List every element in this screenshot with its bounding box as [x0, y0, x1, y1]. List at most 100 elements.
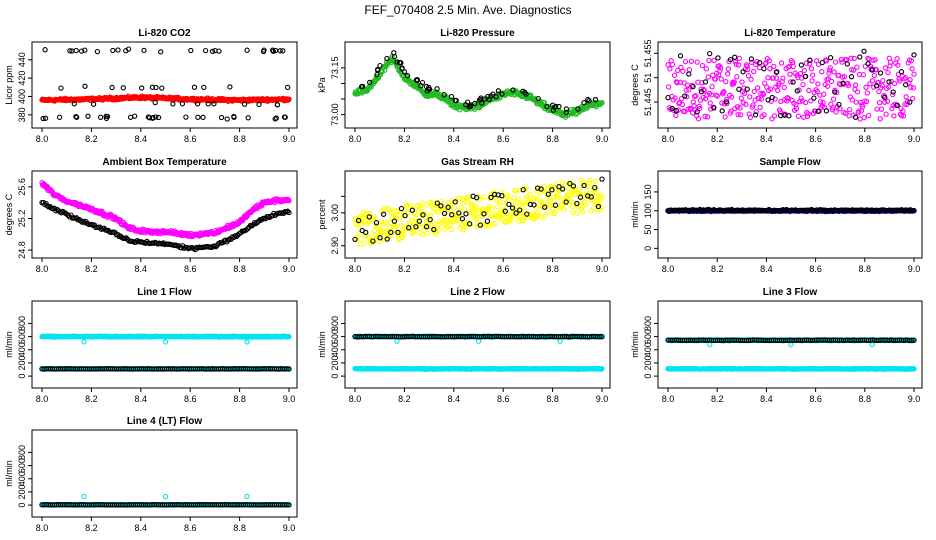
- data-point: [463, 211, 469, 217]
- y-tick-label: 0: [643, 246, 653, 251]
- data-point: [531, 202, 537, 208]
- data-point: [734, 104, 741, 110]
- data-point: [827, 65, 833, 71]
- data-point: [800, 81, 806, 88]
- data-point: [244, 339, 250, 345]
- data-point: [460, 200, 466, 206]
- data-point: [473, 204, 479, 210]
- data-point: [747, 94, 753, 100]
- data-point: [448, 93, 455, 100]
- data-point: [358, 221, 365, 227]
- data-point: [380, 211, 387, 217]
- data-point: [277, 48, 283, 54]
- data-point: [401, 231, 407, 237]
- data-point: [820, 99, 826, 106]
- data-point: [740, 69, 746, 75]
- data-point: [580, 209, 586, 215]
- data-point: [733, 61, 739, 68]
- plot-frame: [31, 41, 298, 129]
- data-point: [795, 113, 802, 119]
- data-point: [475, 338, 482, 344]
- data-point: [841, 73, 848, 80]
- data-point: [595, 207, 601, 213]
- x-tick-label: 8.8: [233, 134, 246, 144]
- data-point: [282, 114, 288, 120]
- data-point: [441, 92, 447, 98]
- data-point: [684, 82, 691, 88]
- data-point: [549, 205, 556, 211]
- data-point: [748, 56, 755, 62]
- data-point: [85, 113, 91, 119]
- data-point: [417, 225, 424, 231]
- y-tick-label: 2.90: [330, 237, 340, 255]
- data-point: [272, 116, 278, 122]
- data-point: [423, 83, 430, 90]
- data-point: [744, 63, 750, 69]
- data-point: [911, 207, 917, 214]
- data-point: [286, 96, 292, 102]
- data-point: [256, 101, 262, 108]
- data-point: [844, 61, 850, 67]
- x-tick-label: 8.6: [497, 134, 510, 144]
- data-point: [857, 54, 863, 60]
- data-point: [788, 79, 794, 85]
- series-green: [352, 53, 605, 120]
- data-point: [734, 74, 740, 80]
- data-point: [69, 48, 75, 54]
- data-point: [849, 97, 855, 103]
- data-point: [375, 66, 381, 73]
- y-tick-label: 800: [17, 316, 27, 331]
- data-point: [897, 78, 903, 84]
- data-point: [447, 222, 453, 228]
- data-point: [761, 112, 767, 118]
- data-point: [698, 86, 704, 92]
- data-point: [911, 52, 917, 58]
- data-point: [441, 210, 448, 217]
- data-point: [831, 69, 837, 75]
- data-point: [576, 186, 583, 192]
- data-point: [891, 113, 897, 119]
- data-point: [786, 113, 792, 119]
- y-tick-label: 100: [643, 203, 653, 218]
- y-tick-label: 24.8: [17, 241, 27, 259]
- data-point: [769, 94, 775, 101]
- data-point: [76, 216, 82, 223]
- data-point: [873, 83, 880, 89]
- data-point: [391, 53, 398, 60]
- data-point: [213, 244, 219, 250]
- data-point: [757, 60, 763, 66]
- data-point: [860, 72, 867, 78]
- data-point: [595, 203, 602, 210]
- data-point: [270, 48, 276, 54]
- data-point: [474, 195, 480, 201]
- data-point: [717, 65, 724, 71]
- data-point: [517, 207, 523, 213]
- data-point: [893, 207, 899, 213]
- data-point: [434, 86, 440, 92]
- data-point: [665, 94, 671, 101]
- x-tick-label: 8.8: [859, 264, 872, 274]
- data-point: [374, 71, 380, 78]
- data-point: [527, 201, 534, 208]
- data-point: [155, 114, 162, 121]
- x-tick-label: 8.4: [760, 134, 773, 144]
- x-axis: 8.0 8.2 8.4 8.6 8.8 9.0: [662, 128, 920, 144]
- data-point: [191, 84, 198, 90]
- data-point: [737, 105, 743, 111]
- data-point: [872, 57, 878, 63]
- data-point: [90, 101, 97, 107]
- data-point: [815, 81, 821, 87]
- data-point: [384, 55, 390, 62]
- data-point: [821, 91, 827, 97]
- data-point: [694, 109, 700, 115]
- x-tick-label: 8.0: [36, 394, 49, 404]
- y-tick-label: 400: [17, 342, 27, 357]
- data-point: [707, 50, 713, 57]
- plot-area: [352, 333, 605, 372]
- y-axis-label: degrees C: [630, 64, 640, 106]
- x-tick-label: 8.8: [546, 394, 559, 404]
- series-black: [352, 333, 605, 340]
- data-point: [284, 208, 291, 214]
